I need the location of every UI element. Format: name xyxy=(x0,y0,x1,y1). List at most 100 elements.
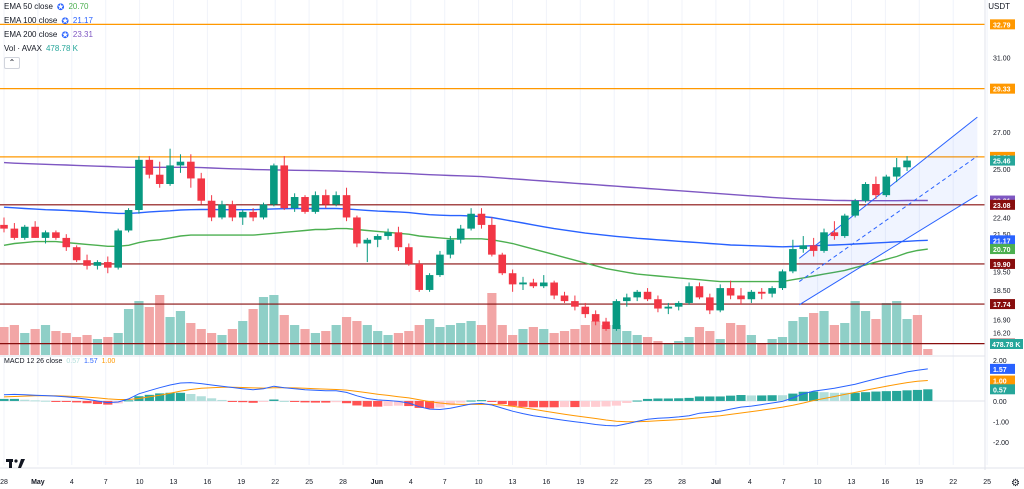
macd-histogram-bar xyxy=(123,400,134,402)
macd-histogram-bar xyxy=(715,396,725,401)
time-tick-label: Jun xyxy=(371,479,383,486)
macd-histogram-bar xyxy=(238,400,248,403)
volume-bar xyxy=(518,329,528,355)
macd-histogram-bar xyxy=(497,400,507,405)
candle-body xyxy=(342,195,351,218)
candle-body xyxy=(187,161,195,179)
volume-bar xyxy=(227,329,237,355)
candle-body xyxy=(415,263,423,290)
macd-badge-label: 1.00 xyxy=(993,379,1007,386)
legend-macd-name: MACD 12 26 close xyxy=(4,358,63,365)
candle-body xyxy=(0,224,8,229)
time-tick-label: 28 xyxy=(339,479,347,486)
macd-histogram-bar xyxy=(850,392,860,401)
time-tick-label: 22 xyxy=(610,479,618,486)
macd-histogram-bar xyxy=(663,398,673,401)
macd-histogram-bar xyxy=(549,400,559,408)
volume-bar xyxy=(362,325,372,355)
price-tick-label: 25.00 xyxy=(993,167,1011,174)
price-tick-label: 18.50 xyxy=(993,288,1011,295)
volume-bar xyxy=(798,317,808,355)
volume-bar xyxy=(829,325,839,355)
candle-body xyxy=(41,232,50,238)
volume-bar xyxy=(476,325,487,355)
volume-bar xyxy=(258,297,269,355)
candle-body xyxy=(799,245,808,250)
legend-macd[interactable]: MACD 12 26 close 0.57 1.57 1.00 xyxy=(4,358,115,365)
gear-icon[interactable]: ⚙ xyxy=(1011,478,1020,489)
settings-gear-icon[interactable]: ✪ xyxy=(56,2,65,12)
volume-bar xyxy=(414,325,424,355)
currency-label[interactable]: USDT xyxy=(988,2,1010,11)
candle-body xyxy=(757,291,766,294)
volume-badge xyxy=(990,339,1023,349)
volume-bar xyxy=(30,329,40,355)
macd-histogram-bar xyxy=(757,395,767,401)
time-tick-label: 10 xyxy=(814,479,822,486)
volume-bar xyxy=(871,319,881,355)
macd-histogram-bar xyxy=(258,400,269,402)
legend-volume[interactable]: Vol · AVAX 478.78 K xyxy=(4,42,78,56)
price-tick-label: 16.90 xyxy=(993,318,1011,325)
legend-ema100[interactable]: EMA 100 close ✪ 21.17 xyxy=(4,14,93,28)
candle-body xyxy=(560,295,569,302)
volume-bar xyxy=(559,331,570,355)
macd-histogram-bar xyxy=(393,400,404,406)
macd-histogram-bar xyxy=(165,392,175,401)
time-tick-label: 4 xyxy=(70,479,74,486)
volume-bar xyxy=(300,329,310,355)
macd-histogram-bar xyxy=(570,400,580,408)
price-tick-label: 16.20 xyxy=(993,331,1011,338)
candle-body xyxy=(571,301,579,307)
volume-bar xyxy=(424,319,435,355)
macd-histogram-bar xyxy=(300,400,310,403)
candle-body xyxy=(602,321,610,329)
volume-bar xyxy=(860,311,871,355)
settings-gear-icon[interactable]: ✪ xyxy=(61,30,69,40)
candle-body xyxy=(851,200,859,216)
macd-histogram-bar xyxy=(788,393,798,401)
macd-histogram-bar xyxy=(155,393,165,401)
volume-bar xyxy=(653,341,663,355)
macd-histogram-bar xyxy=(601,400,611,407)
candle-body xyxy=(695,286,704,298)
candle-body xyxy=(477,213,486,225)
candle-body xyxy=(145,159,154,175)
volume-bar xyxy=(72,337,82,355)
volume-bar xyxy=(445,325,455,355)
chevron-up-icon[interactable]: ⌃ xyxy=(4,57,20,69)
volume-bar xyxy=(51,331,61,355)
tradingview-logo-icon[interactable] xyxy=(6,457,26,469)
macd-histogram-bar xyxy=(777,395,788,401)
candle-body xyxy=(716,288,725,311)
macd-histogram-bar xyxy=(809,391,819,401)
candle-body xyxy=(218,204,226,218)
macd-tick-label: -1.00 xyxy=(993,419,1009,426)
macd-histogram-bar xyxy=(51,400,61,402)
ema50-line xyxy=(3,227,928,283)
candle-body xyxy=(436,254,444,276)
volume-bar xyxy=(663,343,673,355)
macd-histogram-bar xyxy=(694,396,705,401)
time-tick-label: 28 xyxy=(0,479,8,486)
candle-body xyxy=(405,247,413,264)
ema-lines xyxy=(3,161,928,283)
volume-bar xyxy=(902,319,912,355)
legend-ema50[interactable]: EMA 50 close ✪ 20.70 xyxy=(4,0,89,14)
settings-gear-icon[interactable]: ✪ xyxy=(61,16,69,26)
volume-bar xyxy=(881,303,891,355)
candle-body xyxy=(20,226,29,238)
candle-body xyxy=(373,236,382,240)
candle-body xyxy=(550,282,558,296)
macd-histogram-bar xyxy=(860,392,871,401)
time-tick-label: 10 xyxy=(136,479,144,486)
legend-ema200[interactable]: EMA 200 close ✪ 23.31 xyxy=(4,28,93,42)
time-tick-label: Jul xyxy=(711,479,721,486)
volume-bar xyxy=(726,323,736,355)
legend-macd-hist: 0.57 xyxy=(66,358,80,365)
candle-body xyxy=(643,291,652,300)
channel-lower xyxy=(798,194,978,306)
price-tick-label: 31.00 xyxy=(993,56,1011,63)
volume-bar xyxy=(238,321,248,355)
